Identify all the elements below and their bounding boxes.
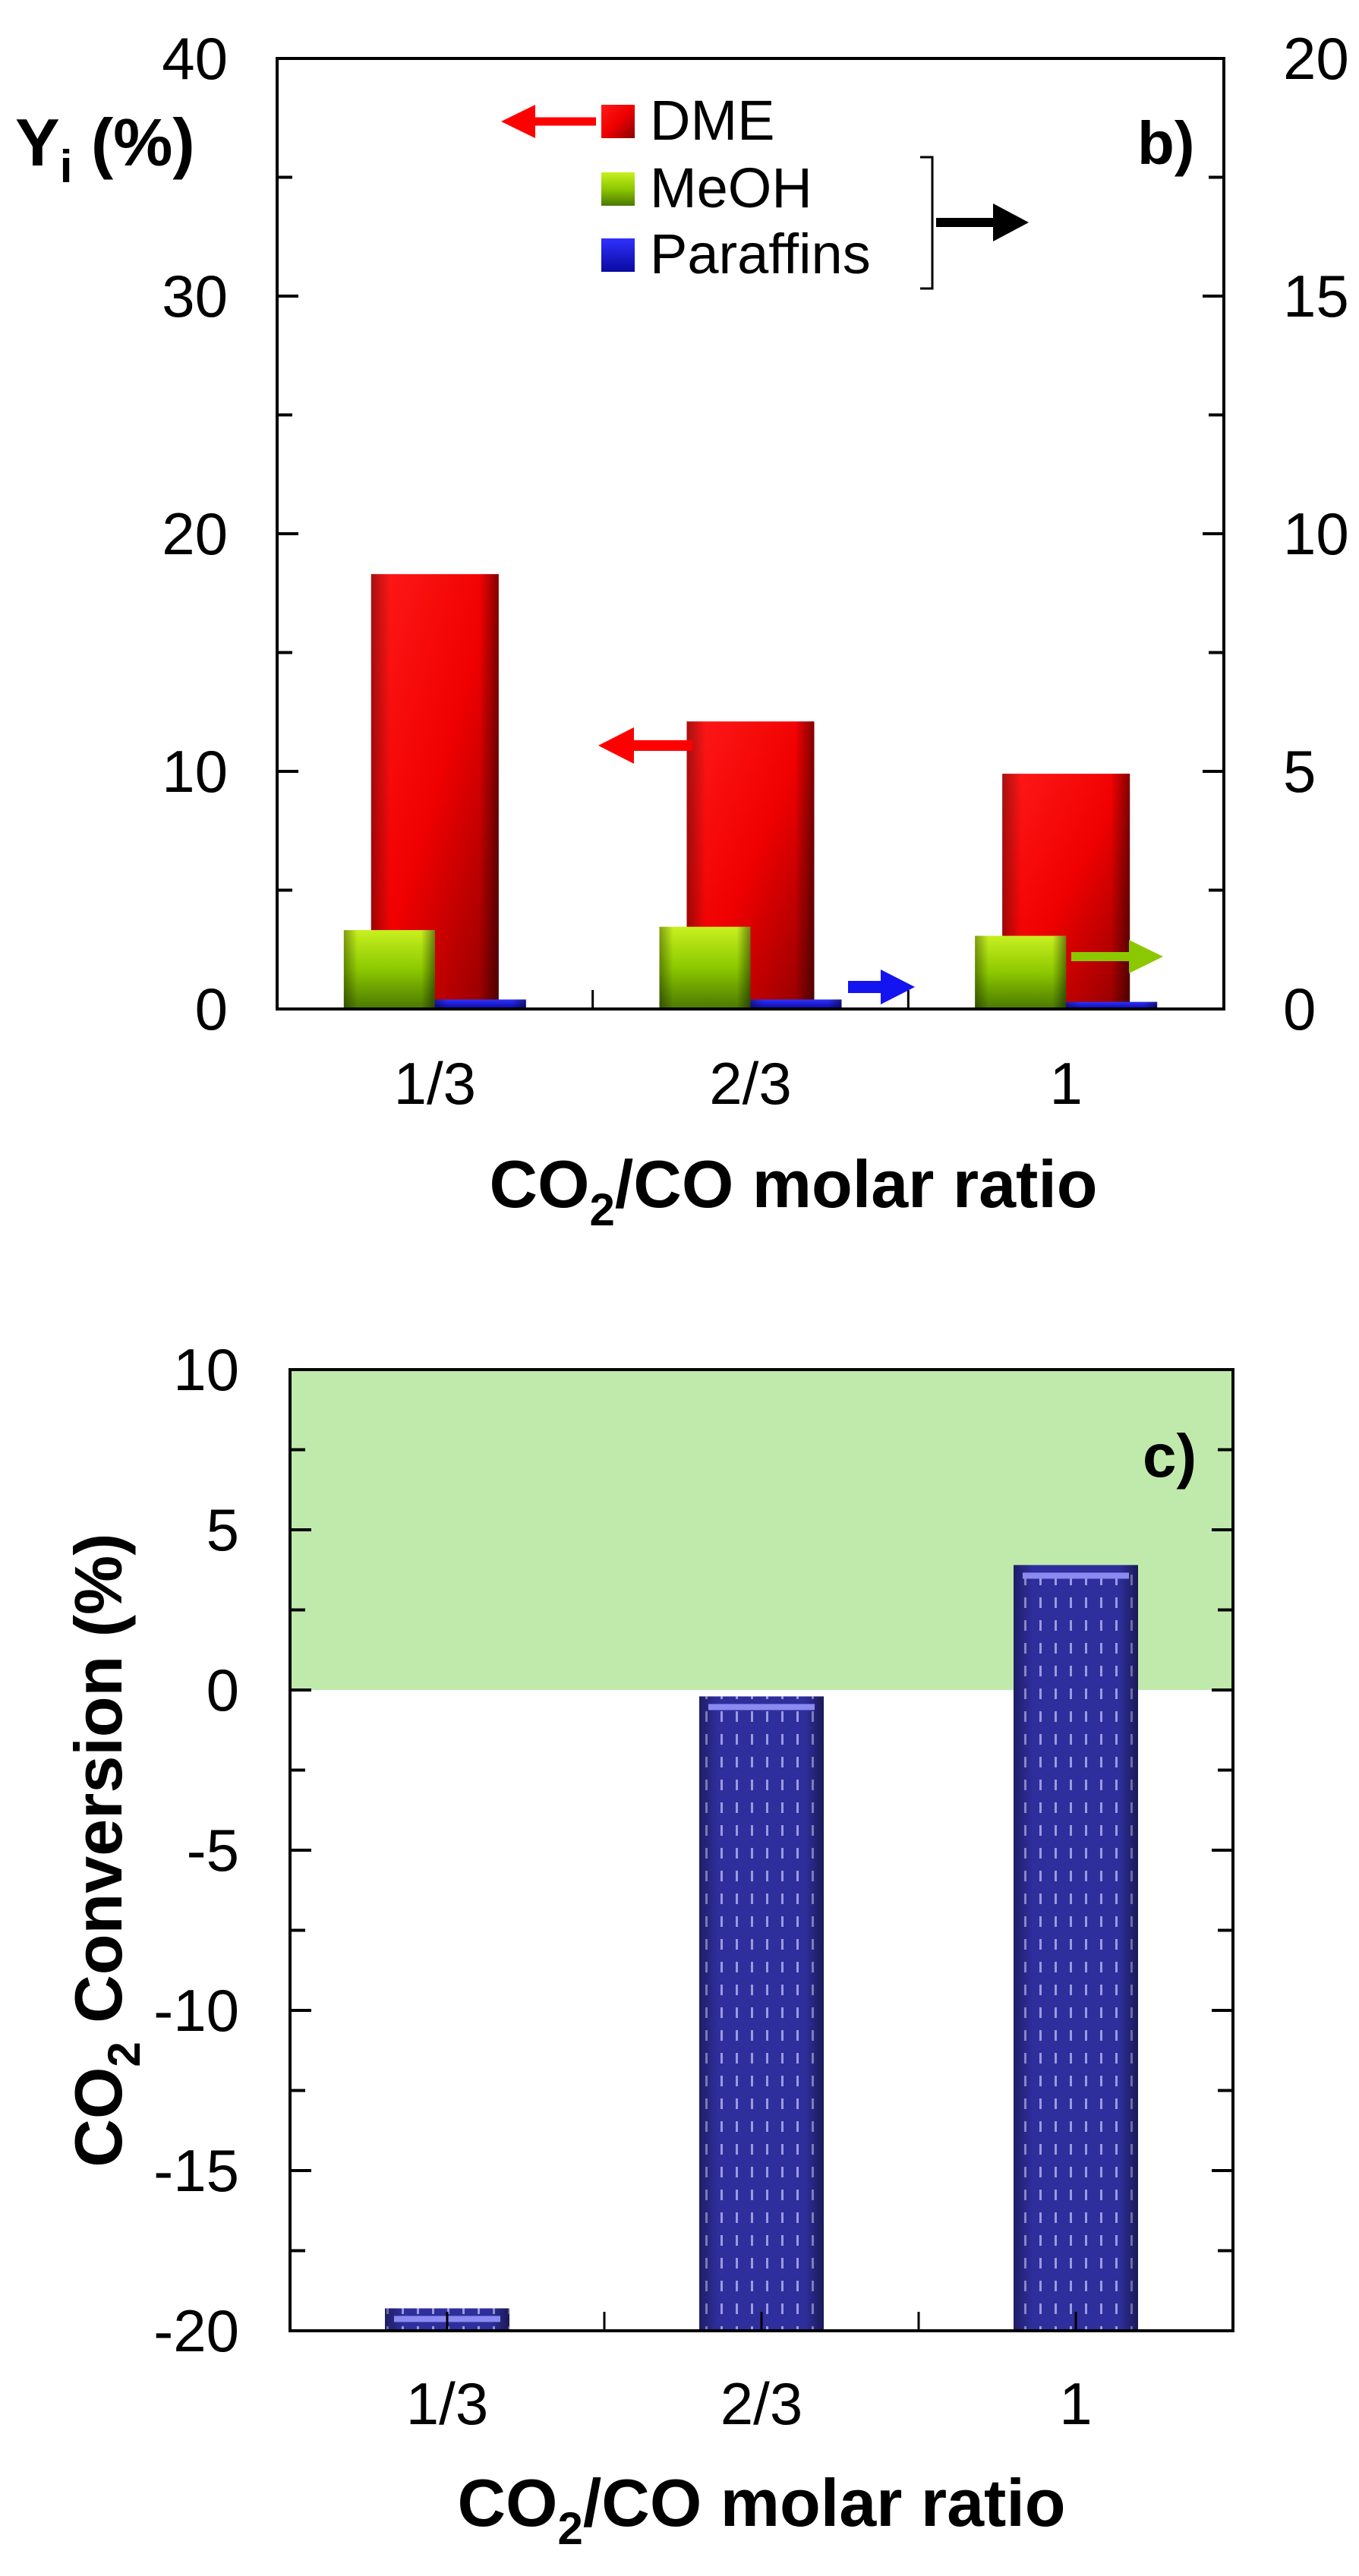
y2-tick-label: 15 <box>1283 263 1349 329</box>
y-tick-label: 0 <box>195 976 228 1042</box>
co2-conversion-chart: -20 -15 -10 -5 0 5 10 1/3 2/3 1 c) CO2 Conversion… <box>61 1336 1234 2554</box>
x-tick-label: 1 <box>1059 2370 1092 2437</box>
legend-swatch-meoh <box>601 172 635 206</box>
legend-label-dme: DME <box>650 89 774 152</box>
y-tick-label: -15 <box>153 2137 239 2204</box>
arrow-left-red-icon <box>501 105 596 138</box>
bar-highlight <box>1023 1572 1129 1579</box>
arrow-right-blue-icon <box>848 970 915 1004</box>
x-tick-label: 2/3 <box>709 1050 791 1117</box>
x-axis-title: CO2/CO molar ratio <box>489 1146 1097 1235</box>
y-tick-label: 10 <box>173 1336 239 1403</box>
arrow-left-red-icon <box>598 727 692 764</box>
x-tick-label: 1/3 <box>394 1050 476 1117</box>
y-tick-label: 40 <box>162 25 228 92</box>
legend: DME MeOH Paraffins <box>501 89 1029 290</box>
y-tick-label: 5 <box>207 1496 239 1563</box>
arrow-right-black-icon <box>936 203 1029 241</box>
y-tick-label: -10 <box>153 1977 239 2044</box>
y-tick-label: 0 <box>207 1657 239 1723</box>
panel-label-b: b) <box>1137 109 1195 177</box>
x-tick-label: 1/3 <box>406 2370 488 2437</box>
y2-tick-label: 10 <box>1283 500 1349 567</box>
y-tick-label: -5 <box>187 1817 239 1884</box>
bar-paraffins-shade <box>434 999 526 1009</box>
y-axis-title: CO2 Conversion (%) <box>61 1533 150 2167</box>
bar-paraffins-shade <box>750 999 842 1009</box>
y2-tick-label: 0 <box>1283 976 1316 1042</box>
legend-swatch-paraffins <box>601 238 635 272</box>
legend-label-paraffins: Paraffins <box>650 222 871 285</box>
panel-label-c: c) <box>1143 1422 1197 1490</box>
legend-swatch-dme <box>601 105 635 138</box>
bar-meoh-shade <box>343 930 435 1009</box>
bar-co2-conversion-shade <box>699 1696 824 2331</box>
bar-meoh-shade <box>659 926 751 1009</box>
y-axis-title: Yi (%) <box>15 105 195 192</box>
legend-label-meoh: MeOH <box>650 156 812 219</box>
arrow-right-green-icon <box>1071 940 1163 973</box>
bar-highlight <box>708 1704 815 1711</box>
y-tick-label: -20 <box>153 2297 239 2364</box>
y-tick-label: 20 <box>162 500 228 567</box>
legend-bracket <box>920 156 934 290</box>
bar-paraffins-shade <box>1066 1001 1158 1009</box>
x-tick-label: 2/3 <box>720 2370 802 2437</box>
bar-co2-conversion-shade <box>1014 1565 1138 2331</box>
y2-tick-label: 20 <box>1283 25 1349 92</box>
x-tick-label: 1 <box>1049 1050 1082 1117</box>
y-tick-label: 10 <box>162 738 228 805</box>
x-axis-title: CO2/CO molar ratio <box>457 2465 1065 2554</box>
yield-chart: 0 10 20 30 40 0 5 10 15 20 1/3 2/3 1 b) Yi (%) CO2/C… <box>15 25 1349 1235</box>
bar-meoh-shade <box>975 935 1067 1009</box>
y-tick-label: 30 <box>162 263 228 329</box>
y2-tick-label: 5 <box>1283 738 1316 805</box>
